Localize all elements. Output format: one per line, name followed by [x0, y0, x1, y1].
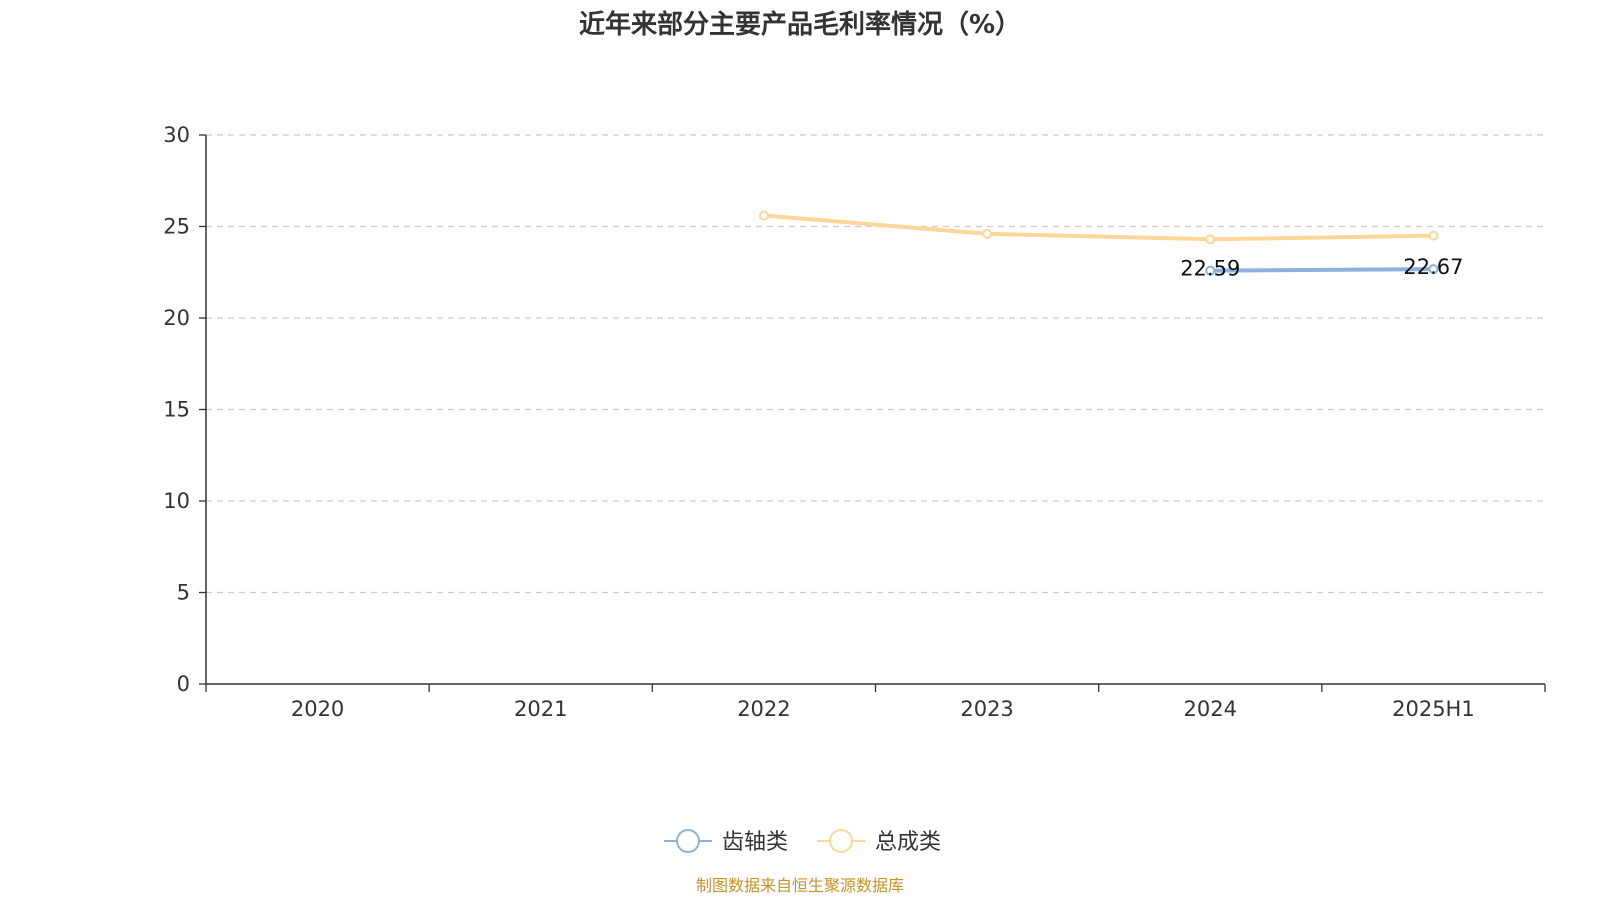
data-point [1205, 265, 1216, 276]
y-tick-label: 5 [177, 581, 190, 605]
x-tick-label: 2021 [514, 697, 567, 721]
x-tick-label: 2023 [960, 697, 1013, 721]
y-tick-label: 15 [163, 398, 190, 422]
axes: 0 5 10 15 20 25 30 2020 2021 2022 2023 2024 2025H1 [163, 123, 1546, 721]
legend-label: 齿轴类 [722, 830, 788, 855]
y-tick-label: 20 [163, 306, 190, 330]
y-tick-label: 25 [163, 215, 190, 239]
x-tick-label: 2024 [1184, 697, 1237, 721]
x-tick-label: 2022 [737, 697, 790, 721]
source-note: 制图数据来自恒生聚源数据库 [696, 876, 904, 895]
data-point [1428, 264, 1439, 275]
data-point [1205, 234, 1216, 245]
y-tick-label: 0 [177, 672, 190, 696]
legend-marker [829, 829, 853, 853]
y-tick-label: 10 [163, 489, 190, 513]
legend-marker [676, 829, 700, 853]
chart-title: 近年来部分主要产品毛利率情况（%） [579, 9, 1021, 40]
data-label: 22.67 [1403, 255, 1463, 279]
legend-label: 总成类 [875, 830, 941, 855]
data-point [982, 228, 993, 239]
data-point [758, 210, 769, 221]
x-tick-label: 2020 [291, 697, 344, 721]
legend[interactable]: 齿轴类 总成类 [664, 829, 941, 855]
legend-item-2[interactable]: 总成类 [817, 829, 941, 855]
data-point [1428, 230, 1439, 241]
grid-lines [206, 134, 1545, 594]
y-tick-label: 30 [163, 123, 190, 147]
series-line [761, 213, 1436, 242]
series-1: 22.59 22.67 [1180, 255, 1463, 280]
data-label: 22.59 [1180, 257, 1240, 281]
x-tick-label: 2025H1 [1392, 697, 1475, 721]
legend-item-1[interactable]: 齿轴类 [664, 829, 788, 855]
series-group: 22.59 22.67 [758, 210, 1463, 281]
series-2 [758, 210, 1439, 245]
series-line [1208, 267, 1436, 273]
